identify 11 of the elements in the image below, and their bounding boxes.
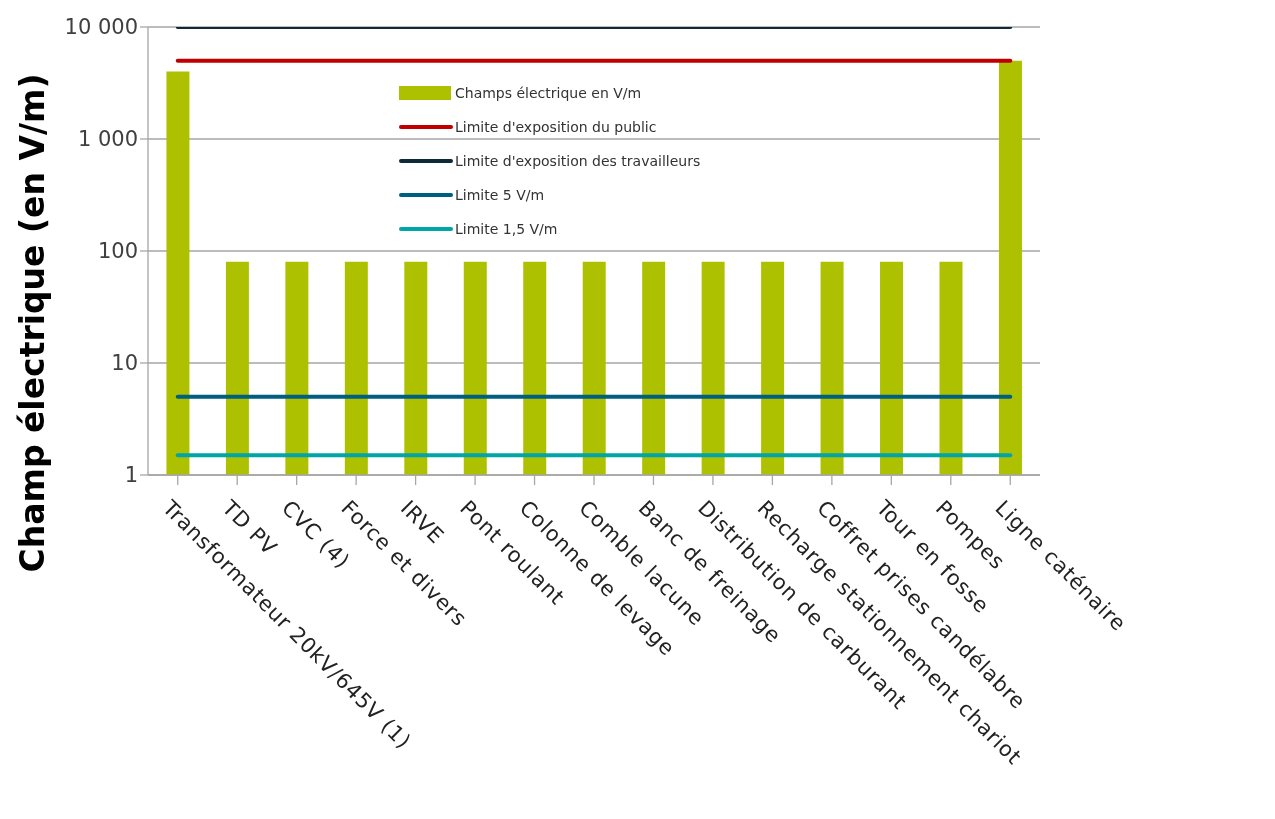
legend-label: Limite 1,5 V/m — [455, 221, 558, 237]
legend-label: Limite d'exposition du public — [455, 119, 657, 135]
legend-label: Champs électrique en V/m — [455, 85, 642, 101]
legend-label: Limite 5 V/m — [455, 187, 545, 203]
y-tick-label: 10 — [111, 351, 138, 376]
y-tick-label: 10 000 — [64, 15, 138, 40]
y-axis-title: Champ électrique (en V/m) — [12, 73, 52, 573]
legend-label: Limite d'exposition des travailleurs — [455, 153, 701, 169]
y-tick-label: 1 000 — [77, 127, 138, 152]
y-tick-label: 1 — [124, 463, 138, 488]
y-tick-label: 100 — [97, 239, 138, 264]
